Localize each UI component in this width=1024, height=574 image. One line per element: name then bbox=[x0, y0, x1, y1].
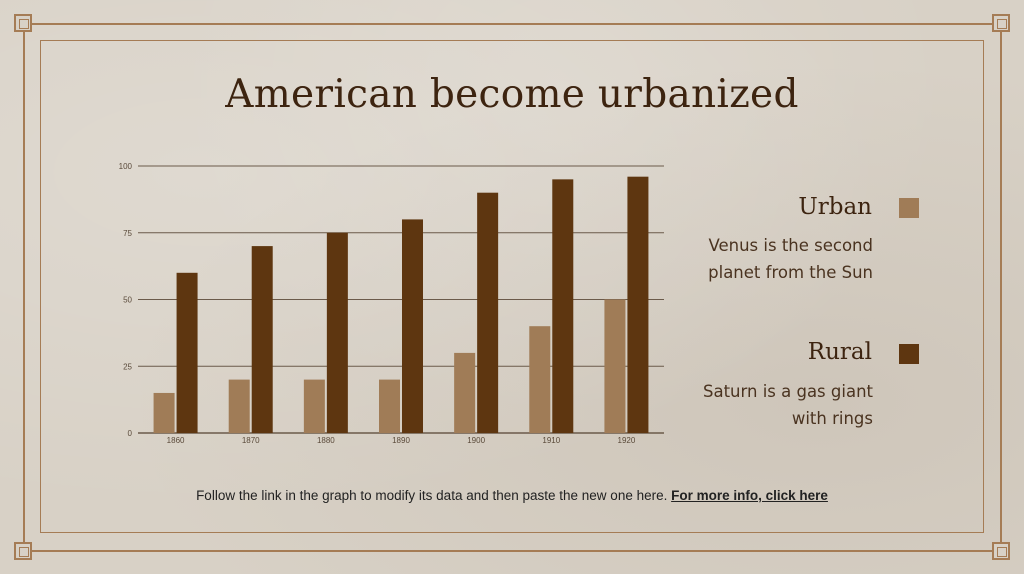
bar-urban bbox=[529, 326, 551, 433]
corner-ornament-bottom-right bbox=[992, 542, 1010, 560]
bar-urban bbox=[604, 299, 626, 433]
legend-rural-desc-line2: with rings bbox=[791, 409, 873, 428]
bar-urban bbox=[379, 379, 400, 433]
bar-rural bbox=[402, 219, 423, 433]
bar-rural bbox=[251, 246, 273, 433]
legend-rural-swatch bbox=[899, 344, 919, 364]
bar-urban bbox=[454, 352, 476, 433]
corner-ornament-bottom-left bbox=[14, 542, 32, 560]
y-tick-label: 0 bbox=[128, 429, 133, 438]
bar-urban bbox=[153, 392, 175, 433]
legend-urban-title: Urban bbox=[798, 194, 872, 220]
corner-ornament-top-right bbox=[992, 14, 1010, 32]
bar-urban bbox=[303, 379, 325, 433]
footer-note: Follow the link in the graph to modify i… bbox=[0, 488, 1024, 503]
corner-ornament-top-left bbox=[14, 14, 32, 32]
y-tick-label: 25 bbox=[123, 362, 132, 371]
slide-title: American become urbanized bbox=[225, 72, 799, 117]
legend-urban-desc-line1: Venus is the second bbox=[708, 236, 873, 255]
y-tick-label: 50 bbox=[123, 296, 132, 305]
legend-rural-title: Rural bbox=[807, 339, 872, 365]
x-tick-label: 1870 bbox=[242, 436, 260, 445]
x-tick-label: 1900 bbox=[467, 436, 485, 445]
bar-urban bbox=[228, 379, 250, 433]
x-tick-label: 1910 bbox=[542, 436, 560, 445]
more-info-link[interactable]: For more info, click here bbox=[671, 488, 828, 503]
bar-rural bbox=[552, 179, 574, 433]
x-tick-label: 1920 bbox=[618, 436, 636, 445]
footer-text: Follow the link in the graph to modify i… bbox=[196, 488, 668, 503]
x-tick-label: 1880 bbox=[317, 436, 335, 445]
legend-rural-description: Saturn is a gas giant with rings bbox=[673, 378, 873, 432]
legend-urban-swatch bbox=[899, 198, 919, 218]
y-tick-label: 100 bbox=[119, 162, 133, 171]
x-tick-label: 1890 bbox=[392, 436, 410, 445]
legend-urban-desc-line2: planet from the Sun bbox=[708, 263, 873, 282]
legend-urban-description: Venus is the second planet from the Sun bbox=[673, 232, 873, 286]
y-tick-label: 75 bbox=[123, 229, 132, 238]
bar-rural bbox=[477, 192, 499, 433]
bar-rural bbox=[627, 176, 649, 433]
bar-rural bbox=[326, 232, 348, 433]
x-tick-label: 1860 bbox=[167, 436, 185, 445]
bar-rural bbox=[176, 272, 198, 433]
legend-rural-desc-line1: Saturn is a gas giant bbox=[702, 382, 873, 401]
